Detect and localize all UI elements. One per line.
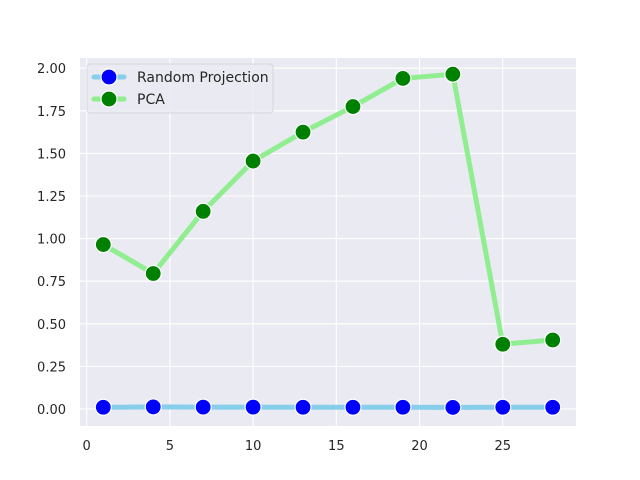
y-tick-label: 1.50	[37, 147, 66, 162]
legend-label: Random Projection	[137, 70, 269, 86]
data-point	[394, 69, 412, 88]
data-point	[194, 202, 212, 220]
data-point	[244, 152, 262, 170]
y-tick-label: 0.75	[37, 275, 66, 290]
x-axis-ticks: 0 5 10 15 20 25	[83, 439, 512, 454]
data-point	[444, 398, 462, 417]
x-tick-label: 25	[494, 439, 511, 454]
series-layer	[94, 65, 562, 417]
legend-box	[86, 63, 274, 114]
data-point	[244, 398, 262, 416]
data-point	[544, 331, 562, 349]
data-point	[544, 398, 562, 416]
data-point	[344, 398, 362, 416]
series-random-projection	[94, 398, 562, 417]
x-tick-label: 10	[245, 439, 262, 454]
data-point	[94, 398, 112, 416]
data-point	[394, 398, 412, 416]
data-point	[494, 335, 512, 353]
data-point	[444, 65, 462, 83]
data-point	[144, 398, 162, 416]
y-tick-label: 0.25	[37, 360, 66, 375]
x-tick-label: 5	[166, 439, 174, 454]
legend: Random Projection PCA	[86, 63, 274, 114]
x-tick-label: 20	[411, 439, 428, 454]
data-point	[94, 235, 112, 254]
x-tick-label: 15	[328, 439, 345, 454]
data-point	[194, 398, 212, 416]
data-point	[344, 97, 362, 116]
data-point	[294, 123, 312, 141]
y-tick-label: 0.50	[37, 318, 66, 333]
series-pca	[94, 65, 562, 353]
y-tick-label: 0.00	[37, 403, 66, 418]
y-tick-label: 1.75	[37, 105, 66, 120]
data-point	[494, 398, 512, 416]
data-point	[144, 264, 162, 283]
y-axis-ticks: 0.00 0.25 0.50 0.75 1.00 1.25 1.50 1.75 2.00	[37, 62, 66, 418]
y-tick-label: 1.00	[37, 233, 66, 248]
legend-marker	[100, 90, 118, 108]
legend-marker	[100, 68, 118, 86]
y-tick-label: 2.00	[37, 62, 66, 77]
series-line	[100, 71, 556, 347]
series-line	[100, 404, 556, 410]
legend-label: PCA	[137, 92, 165, 108]
y-tick-label: 1.25	[37, 190, 66, 205]
data-point	[294, 398, 312, 416]
x-tick-label: 0	[83, 439, 91, 454]
